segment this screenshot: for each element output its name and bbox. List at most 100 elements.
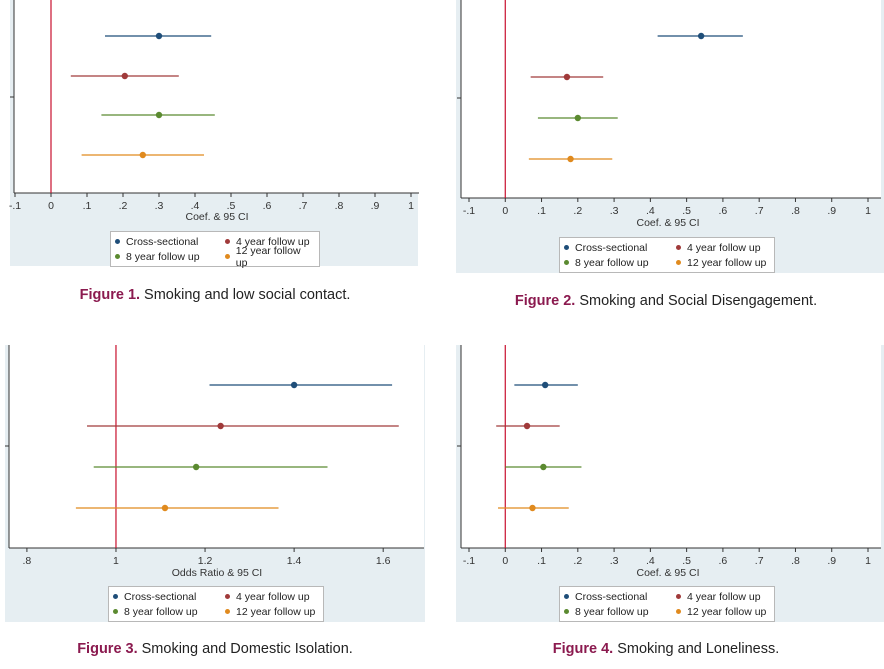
x-tick-label: -.1: [9, 200, 21, 212]
point-estimate-12-year: [529, 504, 536, 512]
point-estimate-cross-sectional: [155, 32, 163, 40]
point-estimate-cross-sectional: [697, 32, 705, 40]
legend-label: 12 year follow up: [235, 244, 301, 269]
x-tick-label: -.1: [463, 205, 475, 217]
point-estimate-4-year: [523, 422, 531, 430]
x-tick-label: .4: [646, 555, 655, 567]
plot-area: [461, 345, 881, 548]
legend-marker: [676, 594, 681, 599]
plot-area: [461, 0, 881, 198]
x-tick-label: 0: [502, 205, 508, 217]
point-estimate-12-year: [567, 155, 574, 163]
point-estimate-4-year: [563, 73, 571, 81]
figure-4-panel: -.1 0 .1 .2 .3 .4 .5 .6 .7 .8 .9 1 Coef. & 95 CI Cro…: [456, 345, 884, 669]
x-tick-label: .7: [755, 205, 764, 217]
caption-text: Smoking and Social Disengagement.: [579, 293, 818, 309]
point-estimate-8-year: [574, 114, 582, 122]
legend-label: 8 year follow up: [124, 605, 198, 618]
point-estimate-8-year: [192, 463, 200, 471]
figure-2-caption: Figure 2. Smoking and Social Disengagemen…: [456, 293, 876, 309]
x-tick-label: .9: [827, 205, 836, 217]
figure-label: Figure 2.: [514, 293, 576, 309]
x-tick-label: .2: [573, 205, 582, 217]
x-tick-label: 0: [502, 555, 508, 567]
x-tick-label: 1.4: [287, 555, 302, 567]
legend-label: Cross-sectional: [124, 590, 197, 603]
point-estimate-12-year: [161, 504, 169, 512]
x-tick-label: .1: [537, 205, 546, 217]
legend-item-4-year: 4 year follow up: [225, 236, 310, 248]
x-axis-label: Coef. & 95 CI: [636, 217, 699, 229]
legend-marker: [564, 609, 569, 614]
x-tick-label: 1: [113, 555, 119, 567]
legend-marker: [113, 609, 118, 614]
x-tick-label: .8: [335, 200, 344, 212]
x-tick-label: .3: [155, 200, 164, 212]
caption-text: Smoking and low social contact.: [144, 287, 351, 303]
legend-label: 8 year follow up: [575, 256, 649, 269]
legend-marker: [115, 254, 120, 259]
x-tick-label: .6: [719, 205, 728, 217]
legend-marker: [564, 245, 569, 250]
figure-4-chart: -.1 0 .1 .2 .3 .4 .5 .6 .7 .8 .9 1 Coef. & 95 CI: [456, 345, 884, 622]
point-estimate-cross-sectional: [541, 381, 549, 389]
figure-3-panel: .8 1 1.2 1.4 1.6 Odds Ratio & 95 CI Cross-sec…: [0, 345, 440, 669]
x-tick-label: .2: [119, 200, 128, 212]
x-tick-label: .8: [791, 205, 800, 217]
figure-1-caption: Figure 1. Smoking and low social contact.: [0, 287, 430, 303]
figure-1-panel: -.1 0 .1 .2 .3 .4 .5 .6 .7 .8 .9 1 Coef. & 95 CI Cro…: [0, 0, 440, 320]
figure-2-panel: -.1 0 .1 .2 .3 .4 .5 .6 .7 .8 .9 1 Coef. & 95 CI Cro…: [456, 0, 884, 320]
legend-label: 8 year follow up: [575, 605, 649, 618]
x-tick-label: .9: [827, 555, 836, 567]
x-tick-label: 1.6: [376, 555, 391, 567]
legend-label: 4 year follow up: [236, 235, 310, 248]
figure-4-legend: Cross-sectional 4 year follow up 8 year …: [559, 586, 775, 622]
legend-marker: [676, 609, 681, 614]
legend-label: 4 year follow up: [687, 590, 761, 603]
x-tick-label: .6: [719, 555, 728, 567]
legend-label: Cross-sectional: [126, 235, 199, 248]
figure-1-chart: -.1 0 .1 .2 .3 .4 .5 .6 .7 .8 .9 1 Coef. & 95 CI: [9, 0, 419, 266]
legend-label: 12 year follow up: [236, 605, 316, 618]
legend-item-4-year: 4 year follow up: [676, 591, 761, 603]
legend-label: 12 year follow up: [687, 605, 767, 618]
legend-item-cross-sectional: Cross-sectional: [564, 591, 676, 603]
legend-marker: [676, 260, 681, 265]
figure-2-legend: Cross-sectional 4 year follow up 8 year …: [559, 237, 775, 273]
legend-label: 4 year follow up: [236, 590, 310, 603]
x-tick-label: 0: [48, 200, 54, 212]
plot-area: [9, 345, 424, 548]
legend-item-4-year: 4 year follow up: [225, 591, 310, 603]
figure-label: Figure 4.: [552, 641, 614, 657]
figure-label: Figure 1.: [79, 287, 141, 303]
legend-item-cross-sectional: Cross-sectional: [564, 242, 676, 254]
caption-text: Smoking and Loneliness.: [617, 641, 780, 657]
x-tick-label: -.1: [463, 555, 475, 567]
legend-marker: [225, 594, 230, 599]
legend-item-8-year: 8 year follow up: [564, 606, 676, 618]
figure-3-legend: Cross-sectional 4 year follow up 8 year …: [108, 586, 324, 622]
x-tick-label: 1: [865, 555, 871, 567]
x-tick-label: .4: [191, 200, 200, 212]
legend-label: 8 year follow up: [126, 250, 200, 263]
legend-item-4-year: 4 year follow up: [676, 242, 761, 254]
legend-item-8-year: 8 year follow up: [115, 251, 225, 263]
x-tick-label: .7: [299, 200, 308, 212]
legend-marker: [676, 245, 681, 250]
x-tick-label: 1.2: [198, 555, 213, 567]
legend-label: 4 year follow up: [687, 241, 761, 254]
legend-item-8-year: 8 year follow up: [564, 257, 676, 269]
legend-marker: [225, 239, 230, 244]
point-estimate-4-year: [217, 422, 224, 430]
point-estimate-cross-sectional: [290, 381, 298, 389]
x-tick-label: .3: [610, 555, 619, 567]
x-axis-label: Odds Ratio & 95 CI: [172, 567, 262, 579]
figure-4-caption: Figure 4. Smoking and Loneliness.: [456, 641, 876, 657]
x-tick-label: .8: [23, 555, 32, 567]
x-tick-label: .5: [227, 200, 236, 212]
legend-item-12-year: 12 year follow up: [224, 244, 315, 269]
figure-label: Figure 3.: [77, 641, 138, 657]
x-tick-label: .9: [371, 200, 380, 212]
point-estimate-12-year: [139, 151, 146, 159]
x-tick-label: .1: [83, 200, 92, 212]
